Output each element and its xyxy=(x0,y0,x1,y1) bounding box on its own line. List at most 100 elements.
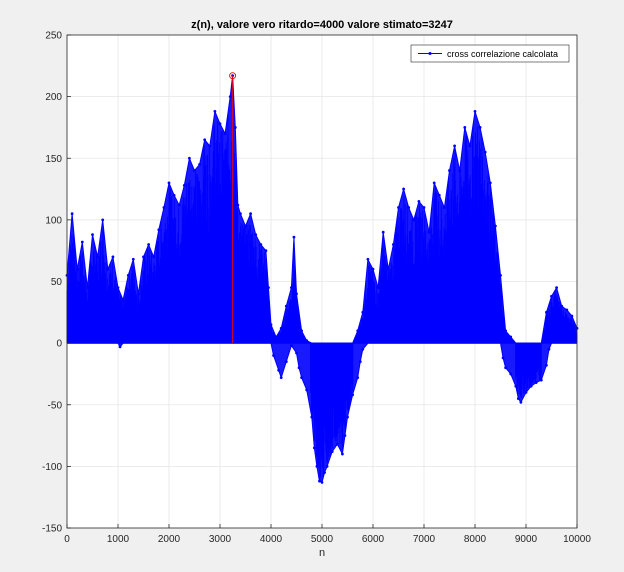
x-tick-label: 7000 xyxy=(413,534,436,545)
series-point xyxy=(315,464,319,468)
legend-marker-sample xyxy=(428,52,432,55)
series-point xyxy=(356,376,360,380)
series-point xyxy=(545,310,548,314)
series-point xyxy=(488,181,492,185)
series-point xyxy=(473,110,477,113)
series-point xyxy=(111,255,115,259)
series-point xyxy=(75,267,79,271)
series-point xyxy=(295,292,298,296)
series-point xyxy=(142,255,145,259)
series-point xyxy=(290,344,293,347)
series-point xyxy=(267,286,270,290)
series-point xyxy=(422,206,426,209)
series-point xyxy=(402,187,405,191)
x-tick-label: 1000 xyxy=(107,534,130,545)
series-point xyxy=(239,212,242,216)
series-point xyxy=(499,273,502,277)
series-point xyxy=(70,212,74,216)
series-point xyxy=(137,292,140,296)
series-point xyxy=(233,126,237,129)
x-tick-label: 0 xyxy=(64,534,70,545)
series-point xyxy=(570,314,574,318)
series-point xyxy=(545,363,548,367)
series-point xyxy=(297,366,301,370)
series-point xyxy=(351,393,354,397)
series-point xyxy=(323,471,326,474)
series-point xyxy=(371,267,375,271)
series-point xyxy=(325,464,329,468)
series-point xyxy=(305,339,309,343)
series-point xyxy=(524,391,528,394)
series-point xyxy=(236,203,240,207)
y-tick-label: 150 xyxy=(45,154,62,165)
series-point xyxy=(555,286,558,290)
series-point xyxy=(290,286,293,290)
series-point xyxy=(203,138,207,142)
legend: cross correlazione calcolata xyxy=(410,44,570,63)
series-point xyxy=(504,329,507,333)
series-point xyxy=(550,294,553,298)
series-point xyxy=(218,122,222,126)
series-point xyxy=(386,267,390,271)
series-point xyxy=(249,212,253,216)
series-point xyxy=(188,156,191,160)
series-point xyxy=(361,310,365,314)
legend-label: cross correlazione calcolata xyxy=(447,49,558,59)
y-tick-label: -150 xyxy=(42,524,62,535)
series-point xyxy=(381,230,385,234)
x-tick-label: 5000 xyxy=(311,534,334,545)
series-point xyxy=(343,434,347,437)
series-point xyxy=(494,224,497,228)
series-bottom-line xyxy=(67,342,577,484)
series-point xyxy=(121,298,125,302)
series-point xyxy=(80,240,84,244)
series-point xyxy=(244,224,247,228)
series-point xyxy=(101,218,105,222)
chart-title: z(n), valore vero ritardo=4000 valore st… xyxy=(191,19,453,31)
series-point xyxy=(534,381,538,384)
series-point xyxy=(131,257,135,261)
series-point xyxy=(356,329,360,333)
series-point xyxy=(310,415,314,419)
series-point xyxy=(318,479,321,483)
series-point xyxy=(193,169,196,172)
series-point xyxy=(509,335,513,339)
series-point xyxy=(223,132,227,136)
y-tick-label: 200 xyxy=(45,92,62,103)
series-point xyxy=(448,169,451,172)
series-markers xyxy=(65,74,579,484)
series-point xyxy=(300,329,303,333)
x-tick-label: 2000 xyxy=(158,534,181,545)
series-point xyxy=(86,286,89,290)
series-point xyxy=(269,323,273,327)
y-axis: 250 200 150 100 50 0 -50 -100 -150 xyxy=(42,31,71,535)
series-point xyxy=(182,183,186,187)
y-tick-label: -100 xyxy=(42,462,62,473)
series-point xyxy=(152,255,156,259)
series-point xyxy=(376,286,380,290)
series-point xyxy=(504,366,507,370)
series-point xyxy=(231,74,235,78)
y-tick-label: 0 xyxy=(56,339,62,350)
plot-area xyxy=(65,72,579,484)
series-point xyxy=(437,193,441,197)
x-axis-label: n xyxy=(319,547,325,559)
series-point xyxy=(463,126,467,129)
y-tick-label: -50 xyxy=(48,400,63,411)
x-tick-label: 3000 xyxy=(209,534,232,545)
series-point xyxy=(177,203,181,207)
series-point xyxy=(272,354,275,357)
series-point xyxy=(300,376,303,380)
series-point xyxy=(417,199,421,203)
series-point xyxy=(560,304,564,308)
series-point xyxy=(330,450,334,453)
x-tick-label: 9000 xyxy=(515,534,538,545)
series-point xyxy=(91,233,94,237)
series-point xyxy=(509,372,513,376)
series-point xyxy=(279,326,283,330)
series-point xyxy=(208,144,212,148)
legend-box xyxy=(410,44,570,63)
series-point xyxy=(279,376,283,380)
series-point xyxy=(167,181,171,185)
